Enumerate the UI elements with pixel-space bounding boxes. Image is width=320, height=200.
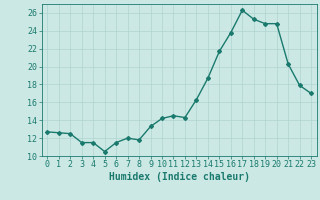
X-axis label: Humidex (Indice chaleur): Humidex (Indice chaleur) [109,172,250,182]
